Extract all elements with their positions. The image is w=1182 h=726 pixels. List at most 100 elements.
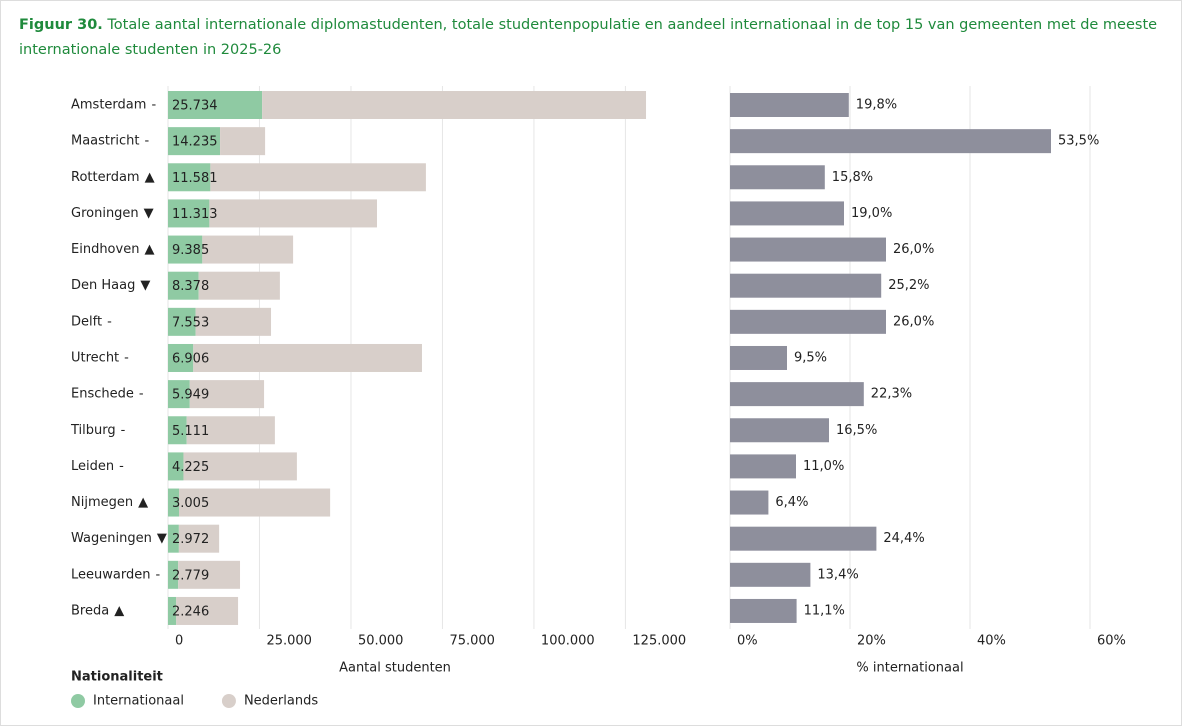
value-label: 53,5%	[1058, 134, 1099, 149]
bar-segment	[186, 416, 275, 445]
bar-segment	[168, 596, 177, 625]
value-label: 22,3%	[871, 387, 912, 402]
category-label: Tilburg	[70, 423, 116, 438]
value-label: 9,5%	[794, 350, 827, 365]
x-tick-label: 0%	[737, 634, 758, 649]
bar-segment	[183, 452, 297, 481]
value-label: 3.005	[172, 496, 209, 511]
title: Figuur 30. Totale aantal internationale …	[19, 13, 1159, 63]
x-tick-label: 100.000	[541, 634, 595, 649]
bar-segment	[168, 91, 263, 119]
value-label: 6,4%	[775, 495, 808, 510]
bar	[730, 490, 769, 515]
category-label: Nijmegen	[71, 495, 133, 510]
bar	[730, 129, 1051, 154]
value-label: 26,0%	[893, 314, 934, 329]
bar-segment	[198, 271, 280, 300]
x-axis-title: Aantal studenten	[339, 661, 451, 676]
value-label: 11.581	[172, 171, 218, 186]
x-tick-label: 20%	[857, 634, 886, 649]
bar-segment	[176, 596, 239, 625]
trend-marker: -	[139, 387, 144, 402]
bar-segment	[168, 380, 190, 409]
trend-marker: -	[151, 98, 156, 113]
trend-marker: -	[155, 567, 160, 582]
bar-segment	[210, 163, 426, 192]
trend-marker: ▼	[140, 278, 150, 293]
value-label: 2.246	[172, 604, 209, 619]
bar-segment	[220, 127, 266, 156]
bar	[730, 309, 886, 334]
trend-marker: ▲	[145, 170, 155, 185]
value-label: 2.779	[172, 568, 209, 583]
bar-segment	[262, 91, 647, 119]
value-label: 11.313	[172, 207, 218, 222]
bar	[730, 598, 797, 623]
bar-segment	[168, 127, 221, 156]
bar-segment	[178, 524, 220, 553]
value-label: 19,0%	[851, 206, 892, 221]
bar-segment	[202, 235, 294, 264]
bar-segment	[168, 416, 187, 445]
trend-marker: -	[119, 459, 124, 474]
category-label: Breda	[71, 603, 109, 618]
bar-segment	[168, 452, 184, 481]
value-label: 26,0%	[893, 242, 934, 257]
category-label: Leeuwarden	[71, 567, 150, 582]
bar	[730, 454, 796, 479]
value-label: 25,2%	[888, 278, 929, 293]
x-tick-label: 25.000	[266, 634, 312, 649]
bar-segment	[168, 307, 196, 336]
trend-marker: ▲	[138, 495, 148, 510]
trend-marker: -	[124, 350, 129, 365]
category-label: Utrecht	[71, 350, 119, 365]
bar-segment	[168, 271, 199, 300]
bar	[730, 345, 787, 370]
value-label: 2.972	[172, 532, 209, 547]
bar	[730, 165, 825, 190]
bar	[730, 562, 811, 587]
bar-segment	[168, 235, 203, 264]
trend-marker: ▲	[144, 242, 154, 257]
value-label: 24,4%	[883, 531, 924, 546]
value-label: 11,0%	[803, 459, 844, 474]
value-label: 11,1%	[804, 603, 845, 618]
value-label: 15,8%	[832, 170, 873, 185]
trend-marker: -	[144, 134, 149, 149]
bar	[730, 93, 849, 117]
trend-marker: -	[107, 314, 112, 329]
bar	[730, 273, 882, 298]
bar	[730, 237, 886, 262]
legend-label: Nederlands	[244, 694, 318, 709]
bar	[730, 526, 877, 551]
x-tick-label: 75.000	[449, 634, 495, 649]
title-prefix: Figuur 30.	[19, 17, 103, 33]
bar-segment	[168, 560, 179, 589]
bar-segment	[209, 199, 377, 228]
bar-segment	[178, 560, 241, 589]
legend-label: Internationaal	[93, 694, 184, 709]
category-label: Groningen	[71, 206, 139, 221]
category-label: Den Haag	[71, 278, 135, 293]
value-label: 5.111	[172, 424, 209, 439]
trend-marker: ▼	[144, 206, 154, 221]
value-label: 14.235	[172, 135, 218, 150]
category-label: Amsterdam	[71, 98, 146, 113]
trend-marker: -	[121, 423, 126, 438]
legend-title: Nationaliteit	[71, 670, 163, 685]
trend-marker: ▼	[157, 531, 167, 546]
value-label: 7.553	[172, 315, 209, 330]
x-tick-label: 40%	[977, 634, 1006, 649]
bar-segment	[168, 488, 179, 517]
value-label: 16,5%	[836, 423, 877, 438]
value-label: 8.378	[172, 279, 209, 294]
value-label: 25.734	[172, 99, 218, 114]
value-label: 13,4%	[817, 567, 858, 582]
value-label: 6.906	[172, 351, 209, 366]
bar	[730, 382, 864, 407]
bar-segment	[189, 380, 265, 409]
bar-segment	[168, 343, 194, 372]
category-label: Enschede	[71, 387, 134, 402]
